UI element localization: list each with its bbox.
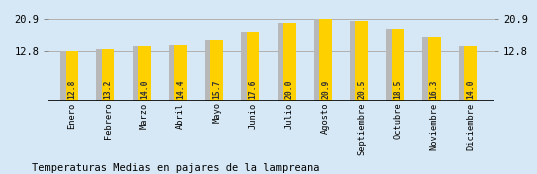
Text: 16.3: 16.3 [430,80,439,99]
Text: 15.7: 15.7 [212,80,221,99]
Bar [102,49,114,101]
Bar [66,51,78,101]
Bar [174,45,187,101]
Text: 17.6: 17.6 [249,80,258,99]
Bar [205,40,220,101]
Bar [423,37,437,101]
Bar [319,19,332,101]
Text: 18.5: 18.5 [394,80,403,99]
Bar [133,46,148,101]
Bar [138,46,151,101]
Bar [355,21,368,101]
Bar [459,46,474,101]
Text: 20.5: 20.5 [357,80,366,99]
Bar [350,21,365,101]
Bar [386,29,401,101]
Text: 14.0: 14.0 [140,80,149,99]
Text: 12.8: 12.8 [67,80,76,99]
Text: 14.0: 14.0 [466,80,475,99]
Bar [211,40,223,101]
Bar [464,46,477,101]
Bar [96,49,111,101]
Text: 20.0: 20.0 [285,80,294,99]
Bar [60,51,75,101]
Text: Temperaturas Medias en pajares de la lampreana: Temperaturas Medias en pajares de la lam… [32,163,320,173]
Text: 13.2: 13.2 [104,80,113,99]
Bar [169,45,184,101]
Bar [391,29,404,101]
Bar [283,23,296,101]
Bar [241,32,256,101]
Text: 14.4: 14.4 [176,80,185,99]
Bar [246,32,259,101]
Bar [428,37,440,101]
Bar [314,19,329,101]
Bar [278,23,292,101]
Text: 20.9: 20.9 [321,80,330,99]
